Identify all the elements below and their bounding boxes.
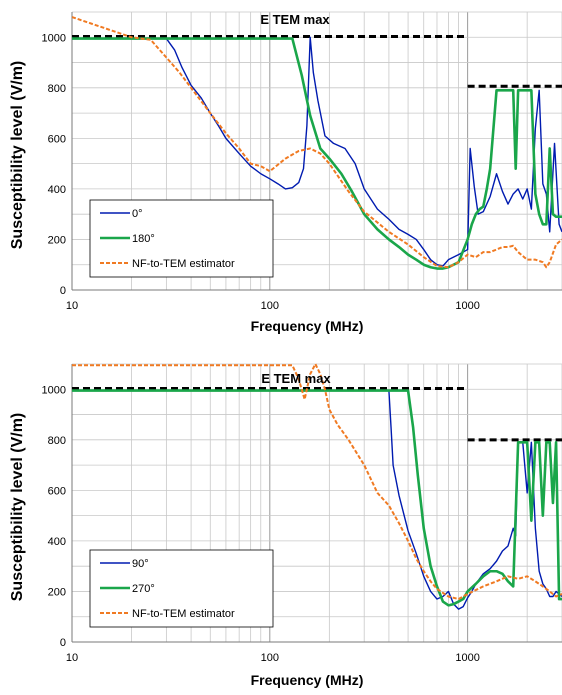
chart-panel-1: 0 200 400 600 800 1000 10 100 1000 Frequency (MHz… [9, 11, 562, 334]
legend: 0° 180° NF-to-TEM estimator [89, 199, 274, 278]
legend-label: NF-to-TEM estimator [132, 258, 235, 270]
y-tick-label: 600 [48, 485, 66, 497]
chart-panel-2: 0 200 400 600 800 1000 10 100 1000 Frequency (MHz… [9, 363, 562, 688]
y-tick-label: 200 [48, 234, 66, 246]
x-tick-label: 100 [261, 652, 279, 664]
x-axis-title: Frequency (MHz) [251, 318, 364, 334]
y-tick-label: 1000 [42, 32, 66, 44]
y-tick-label: 200 [48, 586, 66, 598]
series-line-3 [72, 36, 562, 267]
series-line-5 [72, 16, 562, 269]
series-line-4 [72, 389, 562, 607]
series-line-3 [72, 389, 562, 610]
y-tick-label: 0 [60, 285, 66, 297]
y-tick-label: 800 [48, 83, 66, 95]
annotation-etem-max: E TEM max [260, 12, 330, 27]
legend-label: 0° [132, 208, 143, 220]
y-tick-label: 400 [48, 184, 66, 196]
x-tick-label: 1000 [455, 652, 479, 664]
y-tick-label: 1000 [42, 384, 66, 396]
x-tick-label: 100 [261, 300, 279, 312]
legend-label: 270° [132, 583, 155, 595]
y-axis-title: Susceptibility level (V/m) [9, 61, 26, 250]
annotation-etem-max: E TEM max [261, 371, 331, 386]
legend-label: 180° [132, 233, 155, 245]
series-line-4 [72, 37, 562, 270]
x-axis-title: Frequency (MHz) [251, 672, 364, 688]
y-tick-label: 800 [48, 435, 66, 447]
y-axis-title: Susceptibility level (V/m) [9, 413, 26, 602]
y-tick-label: 600 [48, 133, 66, 145]
x-tick-label: 10 [66, 300, 78, 312]
y-tick-label: 400 [48, 536, 66, 548]
y-tick-label: 0 [60, 637, 66, 649]
x-tick-label: 10 [66, 652, 78, 664]
legend: 90° 270° NF-to-TEM estimator [89, 549, 274, 628]
legend-label: NF-to-TEM estimator [132, 608, 235, 620]
x-tick-label: 1000 [455, 300, 479, 312]
series-line-5 [72, 363, 562, 601]
legend-label: 90° [132, 558, 149, 570]
